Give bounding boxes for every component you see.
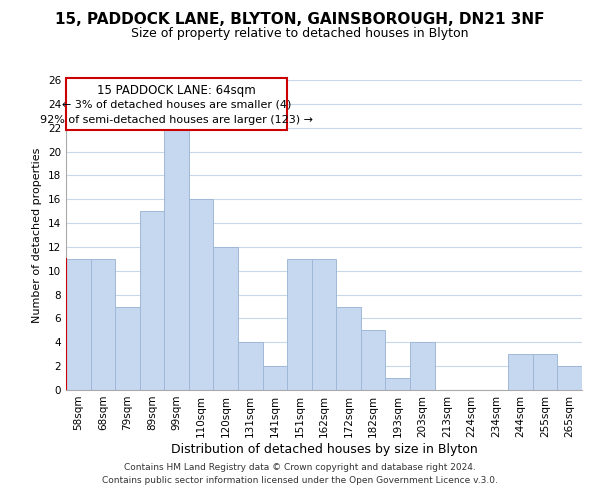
- Bar: [287, 259, 312, 390]
- Text: ← 3% of detached houses are smaller (4): ← 3% of detached houses are smaller (4): [62, 99, 291, 109]
- Bar: [410, 342, 434, 390]
- Y-axis label: Number of detached properties: Number of detached properties: [32, 148, 43, 322]
- Bar: [557, 366, 582, 390]
- Bar: [361, 330, 385, 390]
- Bar: [66, 259, 91, 390]
- Bar: [533, 354, 557, 390]
- Text: 15, PADDOCK LANE, BLYTON, GAINSBOROUGH, DN21 3NF: 15, PADDOCK LANE, BLYTON, GAINSBOROUGH, …: [55, 12, 545, 28]
- Bar: [312, 259, 336, 390]
- Bar: [336, 306, 361, 390]
- Bar: [140, 211, 164, 390]
- Bar: [115, 306, 140, 390]
- Bar: [189, 199, 214, 390]
- Text: 15 PADDOCK LANE: 64sqm: 15 PADDOCK LANE: 64sqm: [97, 84, 256, 96]
- Bar: [164, 116, 189, 390]
- Text: Contains HM Land Registry data © Crown copyright and database right 2024.: Contains HM Land Registry data © Crown c…: [124, 464, 476, 472]
- Bar: [263, 366, 287, 390]
- Bar: [91, 259, 115, 390]
- FancyBboxPatch shape: [66, 78, 287, 130]
- Text: Size of property relative to detached houses in Blyton: Size of property relative to detached ho…: [131, 28, 469, 40]
- Text: 92% of semi-detached houses are larger (123) →: 92% of semi-detached houses are larger (…: [40, 114, 313, 124]
- Bar: [238, 342, 263, 390]
- Text: Contains public sector information licensed under the Open Government Licence v.: Contains public sector information licen…: [102, 476, 498, 485]
- X-axis label: Distribution of detached houses by size in Blyton: Distribution of detached houses by size …: [170, 442, 478, 456]
- Bar: [214, 247, 238, 390]
- Bar: [508, 354, 533, 390]
- Bar: [385, 378, 410, 390]
